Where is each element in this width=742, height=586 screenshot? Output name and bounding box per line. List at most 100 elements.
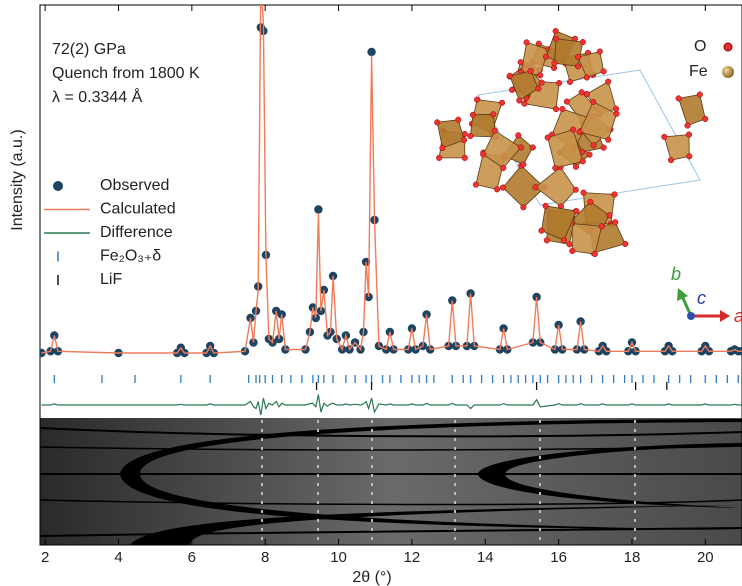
oxygen-atom xyxy=(661,133,668,140)
x-tick-label: 10 xyxy=(330,549,347,566)
axis-triad: a b c xyxy=(671,264,742,326)
difference-line xyxy=(41,394,742,415)
oxygen-atom xyxy=(612,219,619,226)
oxygen-atom xyxy=(583,74,590,81)
annotation: 72(2) GPa xyxy=(52,41,126,58)
legend-label: Calculated xyxy=(100,201,176,218)
calculated-line xyxy=(41,5,742,354)
oxygen-atom xyxy=(702,115,709,122)
oxygen-atom xyxy=(675,95,682,102)
plot-frame xyxy=(39,4,742,546)
oxygen-atom xyxy=(508,86,516,93)
oxygen-atom xyxy=(516,97,523,104)
oxygen-atom xyxy=(613,105,620,112)
oxygen-atom xyxy=(579,39,586,46)
oxygen-atom xyxy=(461,154,468,161)
oxygen-atom xyxy=(544,134,551,141)
oxygen-atom xyxy=(532,184,539,191)
oxygen-atom xyxy=(556,79,563,87)
oxygen-atom xyxy=(587,198,594,205)
oxygen-atom xyxy=(537,72,544,79)
oxygen-atom xyxy=(570,126,577,133)
annotation: Quench from 1800 K xyxy=(52,65,200,82)
x-tick-label: 2 xyxy=(41,549,49,566)
oxygen-atom xyxy=(574,54,582,61)
axis-label: b xyxy=(671,264,681,284)
oxygen-atom xyxy=(590,98,597,105)
oxygen-atom xyxy=(490,111,497,118)
oxygen-atom xyxy=(552,35,560,42)
polyhedron xyxy=(554,38,584,67)
oxygen-atom xyxy=(560,237,568,244)
oxygen-atom xyxy=(436,154,443,161)
x-tick-label: 18 xyxy=(624,549,641,566)
oxygen-atom xyxy=(600,68,607,75)
atom-label: Fe xyxy=(689,63,708,80)
oxygen-atom xyxy=(566,241,573,248)
x-axis-label: 2θ (°) xyxy=(352,569,391,586)
oxygen-atom xyxy=(572,163,579,170)
oxygen-atom xyxy=(439,144,446,152)
oxygen-atom xyxy=(500,164,507,172)
oxygen-atom xyxy=(569,247,576,255)
oxygen-atom xyxy=(542,53,550,60)
oxygen-atom xyxy=(521,100,528,107)
detector-image xyxy=(39,418,742,545)
oxygen-atom xyxy=(685,131,692,138)
oxygen-atom xyxy=(434,119,441,126)
oxygen-atom xyxy=(566,78,574,85)
oxygen-atom xyxy=(491,127,498,134)
x-tick-label: 8 xyxy=(261,549,269,566)
oxygen-atom xyxy=(551,60,558,67)
oxygen-atom xyxy=(552,27,559,35)
oxygen-atom xyxy=(667,157,675,164)
axis-label: c xyxy=(697,288,706,308)
observed-point xyxy=(367,47,376,57)
annotation: λ = 0.3344 Å xyxy=(52,87,143,106)
oxygen-atom xyxy=(455,116,462,123)
oxygen-atom xyxy=(538,227,545,234)
oxygen-atom xyxy=(523,39,530,46)
x-tick-label: 4 xyxy=(114,549,122,566)
oxygen-atom xyxy=(576,128,583,136)
atom-icon xyxy=(723,42,733,52)
legend-label: Difference xyxy=(100,224,173,241)
oxygen-atom xyxy=(469,111,476,118)
atom-icon xyxy=(722,66,734,78)
oxygen-atom xyxy=(499,184,506,191)
oxygen-atom xyxy=(563,98,570,105)
polyhedron xyxy=(678,94,706,127)
x-tick-label: 12 xyxy=(404,549,421,566)
x-tick-label: 14 xyxy=(477,549,494,566)
oxygen-atom xyxy=(467,132,474,140)
oxygen-atom xyxy=(611,191,618,198)
oxygen-atom xyxy=(506,72,513,79)
oxygen-atom xyxy=(559,105,566,113)
polyhedron xyxy=(663,134,690,161)
oxygen-atom xyxy=(600,144,607,151)
oxygen-atom xyxy=(613,110,620,117)
atom-label: O xyxy=(694,38,706,55)
axis-label: a xyxy=(734,306,742,326)
oxygen-atom xyxy=(596,48,603,55)
oxygen-atom xyxy=(622,240,629,247)
x-tick-label: 6 xyxy=(188,549,196,566)
oxygen-atom xyxy=(515,132,522,139)
oxygen-atom xyxy=(580,189,587,196)
oxygen-atom xyxy=(583,90,590,98)
oxygen-atom xyxy=(578,89,585,96)
legend-label: Observed xyxy=(100,177,169,194)
observed-point xyxy=(314,205,323,214)
oxygen-atom xyxy=(460,136,468,144)
oxygen-atom xyxy=(543,237,550,244)
oxygen-atom xyxy=(686,153,693,160)
oxygen-atom xyxy=(573,208,580,215)
y-axis-label: Intensity (a.u.) xyxy=(9,129,26,230)
oxygen-atom xyxy=(552,164,559,172)
oxygen-atom xyxy=(529,144,536,151)
oxygen-atom xyxy=(684,122,691,129)
oxygen-atom xyxy=(552,106,560,113)
crystal-structure xyxy=(434,27,709,258)
oxygen-atom xyxy=(605,136,612,143)
